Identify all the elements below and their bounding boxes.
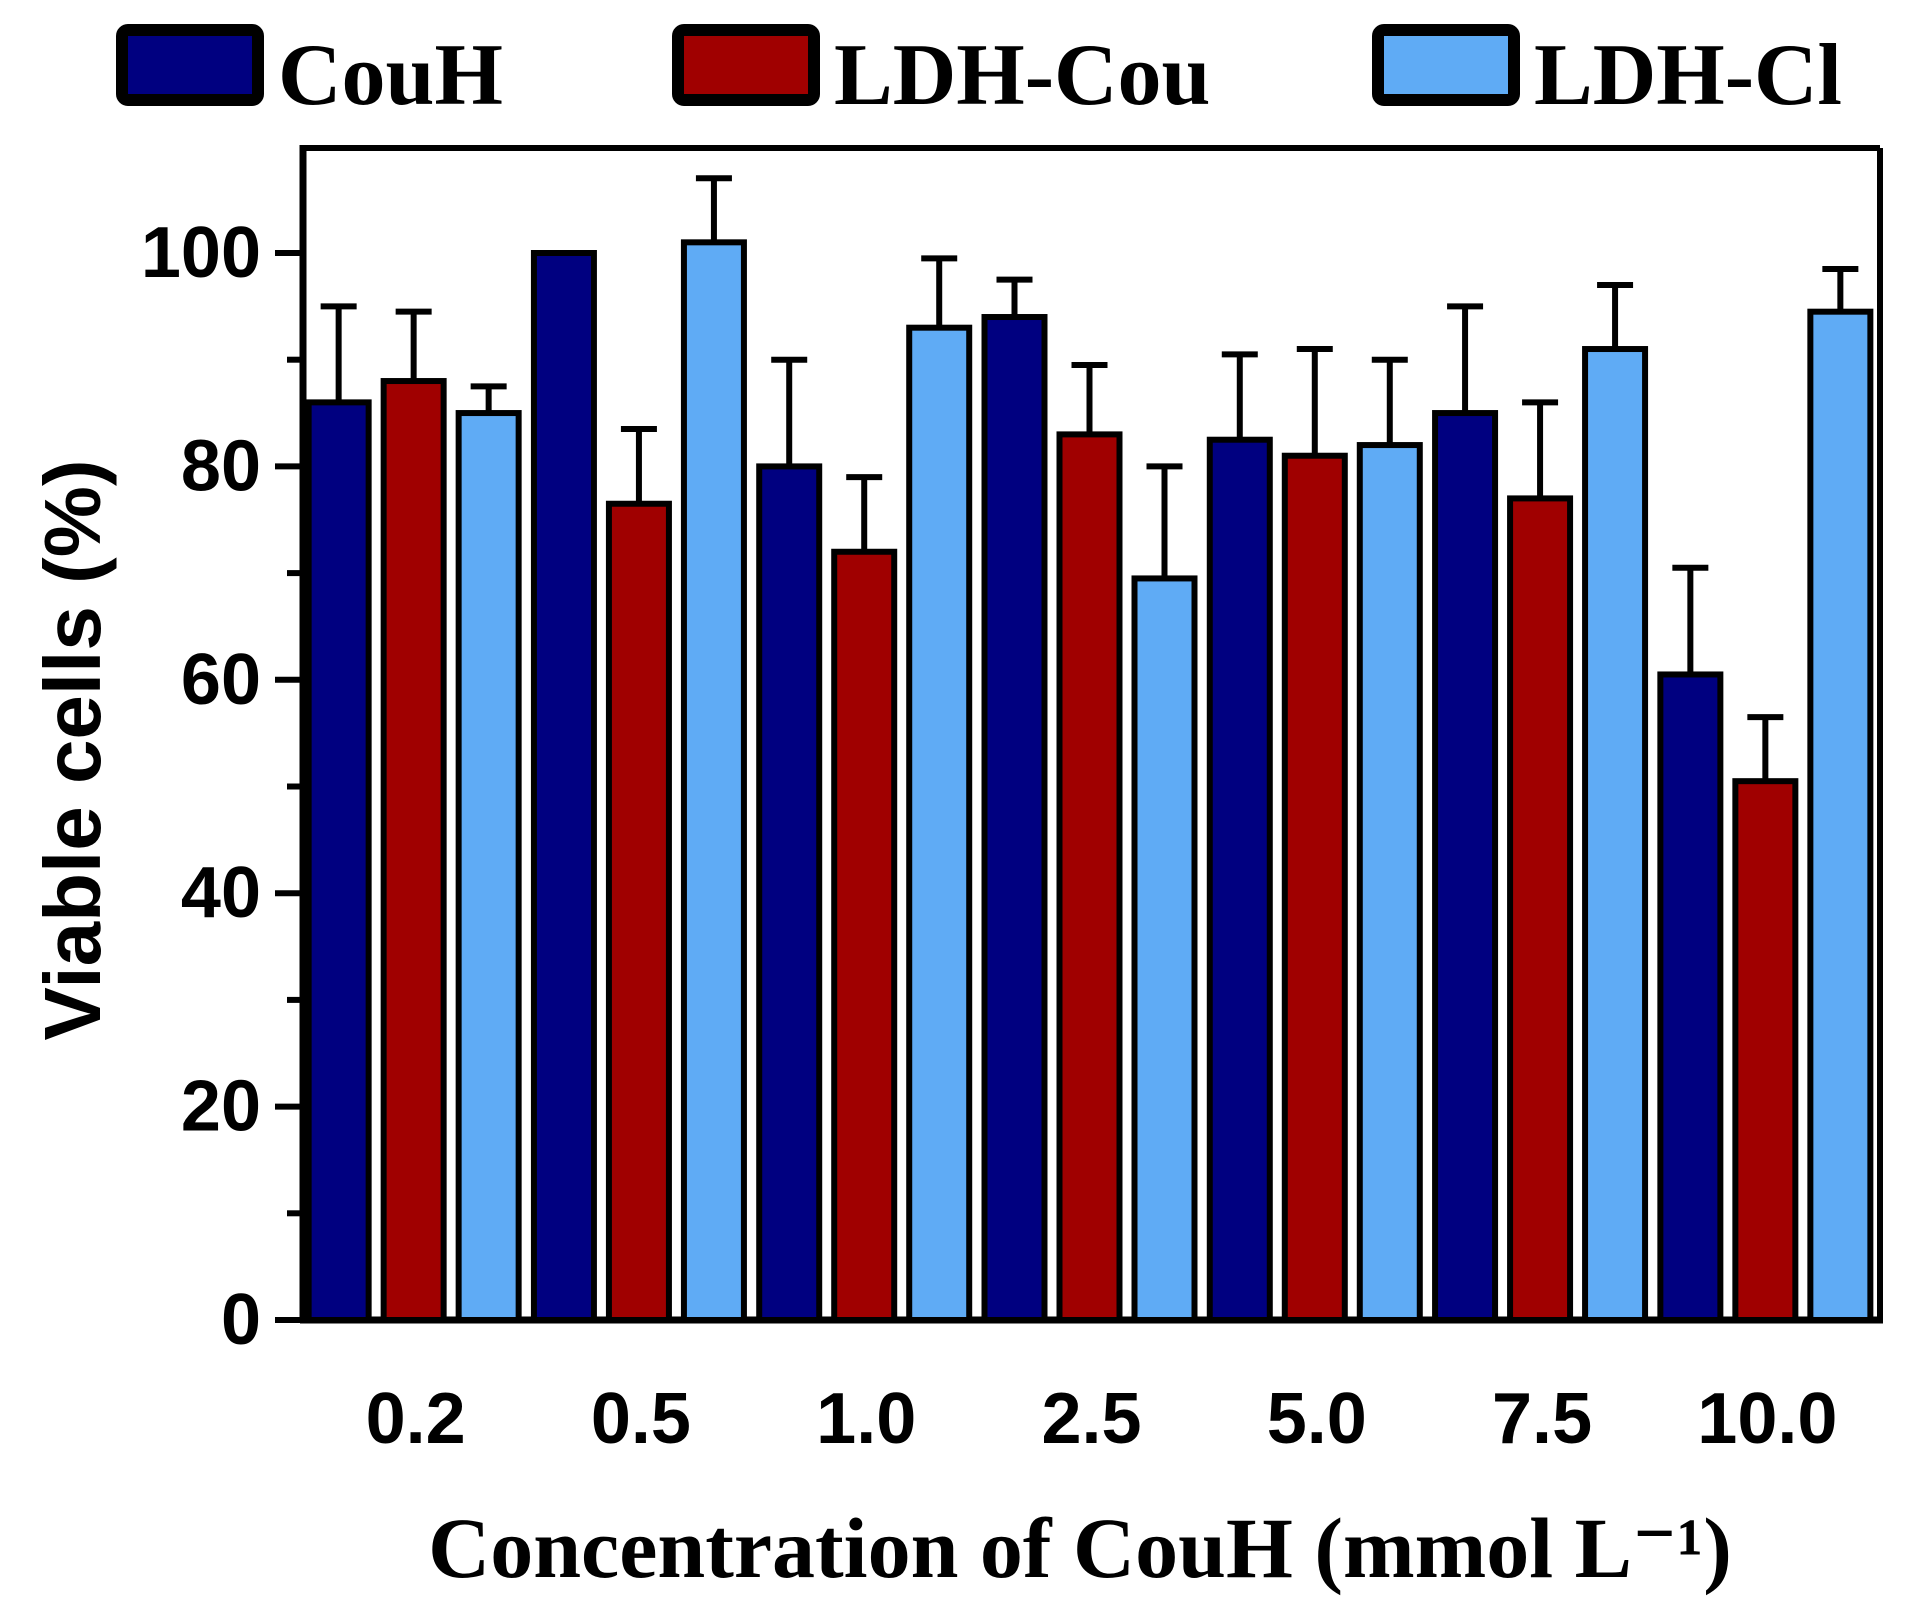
x-axis-label: Concentration of CouH (mmol L⁻¹) — [428, 1500, 1732, 1596]
x-tick-label: 0.5 — [591, 1379, 691, 1459]
bar-ldh-cl-10.0 — [1807, 308, 1874, 1323]
legend: CouH LDH-Cou LDH-Cl — [116, 24, 1842, 124]
y-tick-label: 80 — [181, 426, 261, 506]
bar-ldh-cl-0.5 — [680, 239, 747, 1324]
bar-couh-10.0 — [1657, 671, 1724, 1323]
y-axis: 0 20 40 60 80 100 — [141, 213, 303, 1360]
bar-ldh-cou-1.0 — [831, 548, 898, 1323]
legend-label: LDH-Cou — [834, 27, 1211, 124]
legend-swatch-couh — [116, 24, 264, 106]
x-axis: 0.2 0.5 1.0 2.5 5.0 7.5 10.0 — [366, 1379, 1838, 1459]
bar-couh-5.0 — [1206, 436, 1273, 1324]
y-tick-label: 100 — [141, 213, 261, 293]
x-tick-label: 2.5 — [1041, 1379, 1141, 1459]
x-tick-label: 7.5 — [1492, 1379, 1592, 1459]
y-axis-label: Viable cells (%) — [28, 459, 117, 1040]
y-tick-label: 0 — [221, 1280, 261, 1360]
legend-label: CouH — [278, 27, 503, 124]
bar-ldh-cou-2.5 — [1056, 431, 1123, 1323]
bar-ldh-cl-1.0 — [906, 324, 973, 1323]
legend-swatch-ldh-cl — [1372, 24, 1520, 106]
bar-ldh-cou-5.0 — [1281, 452, 1348, 1324]
bar-couh-1.0 — [756, 463, 823, 1323]
x-tick-label: 1.0 — [816, 1379, 916, 1459]
bar-couh-0.2 — [305, 399, 372, 1323]
x-tick-label: 10.0 — [1697, 1379, 1837, 1459]
bar-ldh-cl-2.5 — [1131, 575, 1198, 1323]
y-tick-label: 60 — [181, 640, 261, 720]
bar-ldh-cou-0.5 — [605, 500, 672, 1323]
x-tick-label: 5.0 — [1267, 1379, 1367, 1459]
bar-couh-2.5 — [981, 314, 1048, 1323]
y-tick-label: 40 — [181, 853, 261, 933]
bars-group — [305, 175, 1874, 1324]
y-tick-label: 20 — [181, 1067, 261, 1147]
legend-label: LDH-Cl — [1534, 27, 1842, 124]
bar-ldh-cou-7.5 — [1507, 495, 1574, 1324]
bar-ldh-cou-10.0 — [1732, 778, 1799, 1323]
bar-ldh-cou-0.2 — [380, 378, 447, 1324]
legend-swatch-ldh-cou — [672, 24, 820, 106]
bar-ldh-cl-5.0 — [1356, 442, 1423, 1323]
bar-couh-0.5 — [530, 250, 597, 1323]
bar-ldh-cl-0.2 — [455, 410, 522, 1323]
bar-ldh-cl-7.5 — [1582, 346, 1649, 1323]
bar-couh-7.5 — [1432, 410, 1499, 1323]
x-tick-label: 0.2 — [366, 1379, 466, 1459]
